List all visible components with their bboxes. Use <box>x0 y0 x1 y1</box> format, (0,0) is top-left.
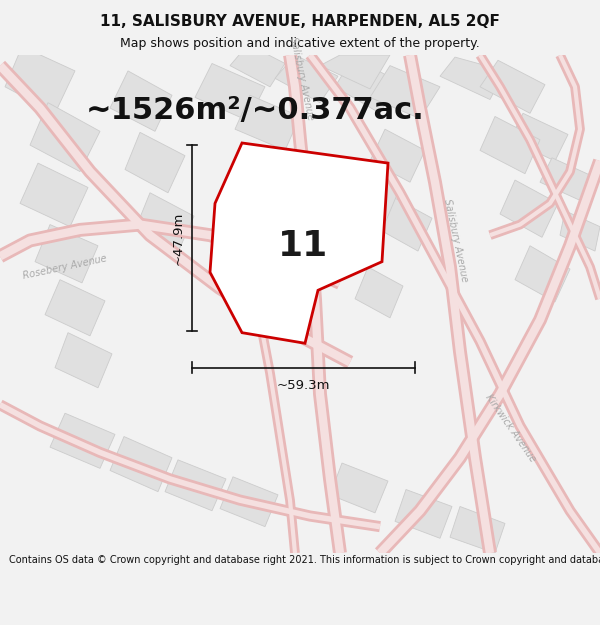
Polygon shape <box>560 211 600 251</box>
Polygon shape <box>450 506 505 553</box>
Polygon shape <box>335 57 398 113</box>
Polygon shape <box>480 116 540 174</box>
Polygon shape <box>20 163 88 227</box>
Text: Salisbury Avenue: Salisbury Avenue <box>288 36 316 121</box>
Polygon shape <box>125 132 185 192</box>
Polygon shape <box>135 192 194 252</box>
Polygon shape <box>30 102 100 172</box>
Polygon shape <box>275 55 338 102</box>
Polygon shape <box>110 71 172 131</box>
Text: Rosebery Avenue: Rosebery Avenue <box>22 253 108 281</box>
Text: Salisbury Avenue: Salisbury Avenue <box>442 198 470 283</box>
Polygon shape <box>540 158 594 201</box>
Text: Contains OS data © Crown copyright and database right 2021. This information is : Contains OS data © Crown copyright and d… <box>9 554 600 564</box>
Text: 11, SALISBURY AVENUE, HARPENDEN, AL5 2QF: 11, SALISBURY AVENUE, HARPENDEN, AL5 2QF <box>100 14 500 29</box>
Text: Map shows position and indicative extent of the property.: Map shows position and indicative extent… <box>120 38 480 51</box>
Polygon shape <box>5 46 75 113</box>
Polygon shape <box>380 197 432 251</box>
Polygon shape <box>440 57 505 99</box>
Text: ~1526m²/~0.377ac.: ~1526m²/~0.377ac. <box>86 96 424 124</box>
Text: ~47.9m: ~47.9m <box>172 211 185 264</box>
Polygon shape <box>195 64 265 121</box>
Polygon shape <box>55 332 112 388</box>
Text: Kirkwick Avenue: Kirkwick Avenue <box>483 392 537 464</box>
Polygon shape <box>110 436 172 492</box>
Polygon shape <box>50 413 115 468</box>
Polygon shape <box>395 489 452 538</box>
Polygon shape <box>35 224 98 283</box>
Polygon shape <box>165 460 226 511</box>
Polygon shape <box>210 143 388 343</box>
Polygon shape <box>500 180 558 238</box>
Text: ~59.3m: ~59.3m <box>277 379 330 392</box>
Polygon shape <box>235 95 300 151</box>
Polygon shape <box>320 55 390 89</box>
Polygon shape <box>330 463 388 513</box>
Polygon shape <box>230 44 285 87</box>
Polygon shape <box>510 113 568 161</box>
Polygon shape <box>330 161 400 235</box>
Polygon shape <box>370 129 425 182</box>
Polygon shape <box>515 246 570 302</box>
Polygon shape <box>45 279 105 336</box>
Text: 11: 11 <box>278 229 328 263</box>
Polygon shape <box>480 60 545 113</box>
Polygon shape <box>220 477 278 527</box>
Polygon shape <box>370 66 440 119</box>
Polygon shape <box>355 267 403 318</box>
